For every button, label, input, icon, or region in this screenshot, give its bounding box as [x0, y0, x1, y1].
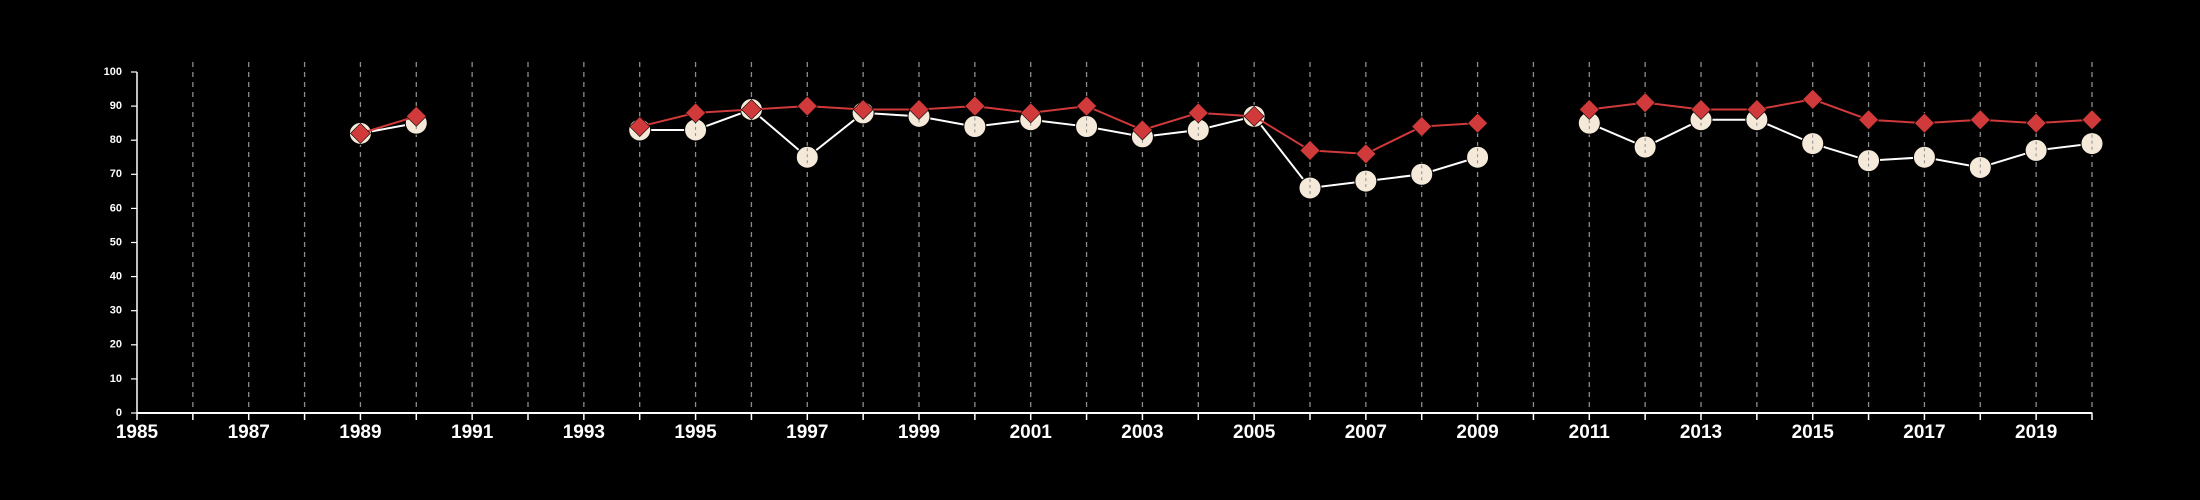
- x-tick-label: 2007: [1345, 422, 1387, 443]
- data-point-diamond: [1969, 109, 1991, 131]
- series-line: [360, 115, 417, 135]
- x-tick-label: 2015: [1792, 422, 1835, 443]
- x-tick-label: 2019: [2015, 422, 2057, 443]
- data-point-diamond: [1746, 99, 1768, 120]
- x-tick-label: 2003: [1121, 422, 1163, 443]
- grid-layer: [192, 62, 2093, 413]
- y-tick-label: 100: [104, 66, 122, 78]
- y-tick-label: 0: [116, 407, 122, 419]
- data-point-diamond: [1355, 143, 1377, 165]
- y-tick-label: 40: [110, 271, 122, 283]
- x-tick-label: 2001: [1010, 422, 1053, 443]
- data-point-diamond: [796, 95, 818, 117]
- x-tick-label: 2017: [1903, 422, 1945, 443]
- data-point-diamond: [852, 99, 874, 120]
- y-tick-label: 90: [110, 100, 122, 112]
- x-tick-label: 1987: [228, 422, 270, 443]
- series-diamond: [350, 88, 2103, 165]
- axes-layer: 1985 1987 1989 1991 1993 1995 1997 1999 2001 2003…: [104, 66, 2093, 443]
- x-tick-label: 1997: [786, 422, 828, 443]
- data-point-diamond: [741, 99, 762, 120]
- x-tick-label: 1999: [898, 422, 940, 443]
- data-point-diamond: [1243, 105, 1265, 127]
- data-point-diamond: [1578, 99, 1600, 120]
- data-point-diamond: [1076, 95, 1097, 117]
- data-point-diamond: [1299, 140, 1321, 161]
- y-tick-label: 30: [110, 305, 122, 317]
- data-point-diamond: [1914, 112, 1935, 134]
- data-point-diamond: [1634, 92, 1656, 114]
- y-tick-label: 10: [110, 373, 122, 385]
- data-point-diamond: [1690, 99, 1712, 120]
- data-point-diamond: [1020, 102, 1042, 124]
- data-point-diamond: [1858, 109, 1879, 131]
- series-line: [1588, 118, 2093, 169]
- series-circle: [348, 98, 2104, 200]
- series-line: [1589, 98, 2093, 125]
- x-tick-label: 1995: [674, 422, 717, 443]
- y-tick-label: 80: [110, 134, 122, 146]
- data-point-diamond: [1411, 116, 1433, 137]
- data-point-diamond: [1802, 88, 1824, 110]
- series-line: [639, 105, 1478, 155]
- data-point-diamond: [1187, 102, 1209, 124]
- data-point-diamond: [685, 102, 706, 124]
- x-tick-label: 2013: [1680, 422, 1722, 443]
- data-point-diamond: [350, 122, 371, 144]
- data-point-diamond: [1467, 112, 1488, 134]
- data-point-diamond: [629, 116, 651, 137]
- data-point-diamond: [908, 99, 930, 120]
- series-layer: [348, 88, 2104, 200]
- y-tick-label: 20: [110, 339, 122, 351]
- data-point-diamond: [2025, 112, 2047, 134]
- y-tick-label: 50: [110, 236, 122, 248]
- data-point-diamond: [964, 95, 986, 117]
- x-tick-label: 1985: [116, 422, 159, 443]
- y-tick-label: 70: [110, 168, 122, 180]
- data-point-diamond: [1132, 119, 1153, 141]
- x-tick-label: 1989: [339, 422, 381, 443]
- series-line: [639, 108, 1478, 190]
- x-tick-label: 1991: [451, 422, 494, 443]
- data-point-diamond: [405, 105, 427, 127]
- y-tick-label: 60: [110, 202, 122, 214]
- x-tick-label: 2005: [1233, 422, 1276, 443]
- x-tick-label: 2011: [1569, 422, 1611, 443]
- x-tick-label: 2009: [1456, 422, 1498, 443]
- x-tick-label: 1993: [563, 422, 605, 443]
- data-point-diamond: [2081, 109, 2103, 131]
